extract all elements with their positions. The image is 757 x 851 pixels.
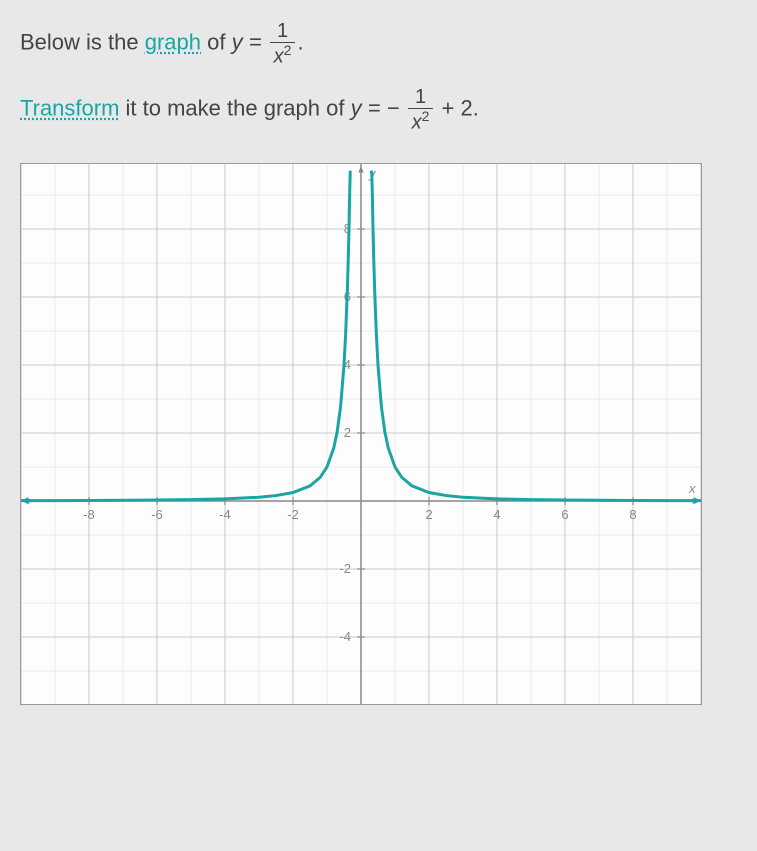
svg-text:2: 2 (344, 425, 351, 440)
text-mid: of (201, 30, 232, 55)
frac-num-2: 1 (408, 86, 434, 109)
prompt-line-2: Transform it to make the graph of y = − … (20, 86, 737, 134)
fraction-1: 1x2 (270, 20, 296, 68)
svg-text:4: 4 (493, 507, 500, 522)
frac-den-2: x2 (408, 109, 434, 134)
svg-text:-4: -4 (339, 629, 351, 644)
text-suffix-2: + 2. (435, 95, 478, 120)
transform-link[interactable]: Transform (20, 95, 119, 120)
text-suffix: . (297, 30, 303, 55)
text-mid-2: it to make the graph of (119, 95, 350, 120)
fraction-2: 1x2 (408, 86, 434, 134)
frac-num: 1 (270, 20, 296, 43)
graph-svg: -8-6-4-22468-4-22468xy (21, 164, 701, 704)
graph-panel[interactable]: -8-6-4-22468-4-22468xy (20, 163, 702, 705)
svg-text:x: x (688, 481, 696, 496)
svg-text:-2: -2 (287, 507, 299, 522)
text-prefix: Below is the (20, 30, 145, 55)
svg-text:-6: -6 (151, 507, 163, 522)
svg-text:-2: -2 (339, 561, 351, 576)
svg-text:2: 2 (425, 507, 432, 522)
frac-den: x2 (270, 43, 296, 68)
svg-text:6: 6 (561, 507, 568, 522)
svg-text:8: 8 (629, 507, 636, 522)
prompt-line-1: Below is the graph of y = 1x2. (20, 20, 737, 68)
eq-lhs: y = (232, 30, 268, 55)
graph-link[interactable]: graph (145, 30, 201, 55)
svg-text:-4: -4 (219, 507, 231, 522)
eq-lhs-2: y = − (351, 95, 406, 120)
svg-text:-8: -8 (83, 507, 95, 522)
